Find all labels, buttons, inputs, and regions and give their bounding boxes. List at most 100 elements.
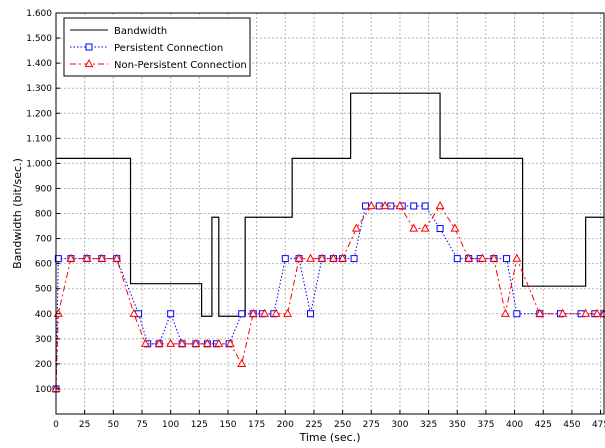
data-point	[225, 338, 235, 347]
data-point	[306, 253, 315, 262]
y-tick-label: 1.400	[26, 59, 52, 69]
x-axis-label: Time (sec.)	[298, 431, 360, 444]
x-tick-label: 250	[334, 420, 351, 430]
data-point	[380, 200, 390, 210]
legend-label: Non-Persistent Connection	[114, 60, 247, 71]
y-tick-label: 1.100	[26, 134, 52, 144]
data-point	[592, 308, 602, 317]
y-tick-label: 600	[35, 260, 52, 270]
x-tick-label: 25	[79, 420, 90, 430]
x-tick-label: 425	[535, 420, 552, 430]
y-tick-label: 100	[35, 385, 52, 395]
data-point	[112, 253, 122, 262]
data-point	[191, 338, 201, 347]
data-point	[503, 255, 511, 263]
x-tick-label: 225	[305, 420, 322, 430]
data-point	[351, 223, 361, 232]
data-point	[450, 223, 460, 232]
data-point	[478, 253, 487, 262]
data-point	[54, 255, 62, 263]
x-tick-label: 450	[563, 420, 580, 430]
legend-swatch-marker	[84, 58, 94, 68]
data-point	[281, 255, 289, 263]
data-point	[500, 308, 510, 317]
data-point	[366, 200, 376, 210]
y-tick-label: 200	[35, 360, 52, 370]
data-point	[317, 253, 327, 262]
x-tick-label: 150	[219, 420, 236, 430]
x-tick-label: 175	[248, 420, 265, 430]
y-tick-label: 300	[35, 335, 52, 345]
data-point	[395, 200, 405, 210]
data-point	[410, 202, 418, 210]
y-tick-label: 1.300	[26, 84, 52, 94]
y-tick-label: 1.200	[26, 109, 52, 119]
data-point	[97, 253, 107, 262]
data-point	[489, 253, 499, 262]
data-point	[558, 308, 568, 317]
data-point	[328, 253, 338, 262]
data-point	[512, 253, 522, 262]
data-point	[283, 308, 293, 317]
data-point	[66, 253, 76, 262]
y-tick-label: 800	[35, 210, 52, 220]
data-point	[294, 253, 304, 262]
series-group	[56, 92, 604, 317]
data-point	[238, 310, 246, 318]
data-point	[453, 255, 461, 263]
legend-label: Persistent Connection	[114, 43, 223, 54]
x-tick-label: 375	[477, 420, 494, 430]
data-point	[435, 200, 445, 210]
y-tick-label: 1.600	[26, 9, 52, 19]
data-point	[464, 253, 474, 262]
series-line	[56, 92, 604, 317]
data-point	[421, 202, 429, 210]
series-group	[51, 200, 605, 393]
x-tick-label: 50	[108, 420, 120, 430]
data-point	[409, 223, 419, 232]
y-tick-label: 500	[35, 285, 52, 295]
data-point	[271, 308, 281, 317]
data-point	[581, 308, 591, 317]
y-axis-label: Bandwidth (bit/sec.)	[11, 158, 24, 269]
x-tick-label: 200	[277, 420, 294, 430]
data-point	[177, 338, 187, 347]
data-point	[436, 225, 444, 233]
y-tick-label: 400	[35, 310, 52, 320]
x-tick-label: 100	[162, 420, 179, 430]
data-point	[248, 308, 258, 317]
data-point	[420, 223, 430, 232]
data-point	[260, 308, 270, 317]
legend-swatch-marker	[85, 43, 93, 51]
x-tick-label: 325	[420, 420, 437, 430]
data-point	[129, 308, 139, 317]
data-point	[237, 358, 247, 367]
ticks: 0 25 50 75 100 125 150 175 200 225 250 275 300 325 350…	[26, 9, 605, 430]
x-tick-label: 75	[136, 420, 147, 430]
x-tick-label: 350	[449, 420, 466, 430]
x-tick-label: 300	[391, 420, 408, 430]
x-tick-label: 0	[53, 420, 59, 430]
data-point	[338, 253, 348, 262]
y-tick-label: 700	[35, 235, 52, 245]
data-point	[82, 253, 92, 262]
legend: Bandwidth Persistent Connection Non-Persis…	[63, 17, 251, 77]
data-point	[140, 338, 150, 347]
data-point	[513, 310, 521, 318]
y-tick-label: 1.500	[26, 34, 52, 44]
grid	[56, 13, 604, 414]
data-point	[307, 310, 315, 318]
x-tick-label: 125	[191, 420, 208, 430]
data-point	[214, 338, 224, 347]
series-layer	[51, 92, 605, 393]
data-point	[535, 308, 545, 317]
y-tick-label: 900	[35, 184, 52, 194]
data-point	[166, 338, 176, 347]
y-tick-label: 1.000	[26, 159, 52, 169]
x-tick-label: 475	[592, 420, 605, 430]
x-tick-label: 275	[363, 420, 380, 430]
data-point	[202, 338, 212, 347]
data-point	[154, 338, 164, 347]
data-point	[167, 310, 175, 318]
